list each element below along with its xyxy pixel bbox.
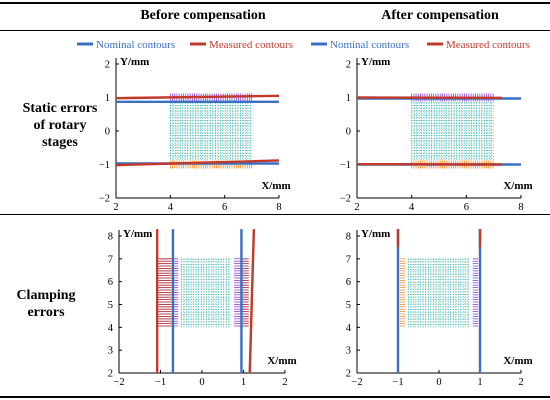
legend-entry-nominal-2: Nominal contours xyxy=(311,39,409,51)
y-tick-label: 4 xyxy=(108,323,114,334)
header-after: After compensation xyxy=(381,8,499,23)
error-vectors xyxy=(400,258,478,327)
x-tick-label: 4 xyxy=(409,202,415,213)
measurement-grid xyxy=(407,258,470,328)
row-label-static: Static errors of rotary stages xyxy=(6,100,114,151)
y-tick-label: 5 xyxy=(346,300,351,311)
legend-entry-nominal-1: Nominal contours xyxy=(77,39,175,51)
y-axis-label: Y/mm xyxy=(120,56,149,68)
measurement-grid xyxy=(180,258,232,328)
x-axis-label: X/mm xyxy=(503,180,532,192)
y-axis-label: Y/mm xyxy=(361,56,390,68)
contour-series xyxy=(155,229,256,374)
row-label-clamping-line2: errors xyxy=(27,305,65,320)
x-tick-label: 0 xyxy=(436,377,441,388)
header-rule xyxy=(0,30,550,31)
y-tick-label: 2 xyxy=(105,60,110,71)
row-label-clamping: Clamping errors xyxy=(6,287,86,321)
y-tick-label: 7 xyxy=(108,254,113,265)
y-tick-label: 0 xyxy=(105,127,110,138)
x-tick-label: 2 xyxy=(354,202,359,213)
x-tick-label: 8 xyxy=(276,202,281,213)
contour-series xyxy=(115,94,280,167)
x-tick-label: −2 xyxy=(113,377,124,388)
legend-entry-measured-2: Measured contours xyxy=(427,39,530,51)
x-tick-label: 8 xyxy=(518,202,523,213)
row-label-static-line1: Static errors xyxy=(22,101,98,116)
y-tick-label: 4 xyxy=(346,323,352,334)
top-rule xyxy=(0,2,550,4)
y-tick-label: 8 xyxy=(108,232,113,243)
x-tick-label: −1 xyxy=(392,377,403,388)
bottom-rule xyxy=(0,396,550,398)
y-tick-label: −1 xyxy=(340,160,351,171)
measurement-grid xyxy=(169,102,252,160)
x-tick-label: 1 xyxy=(477,377,482,388)
panel-before-clamping: −2 −1 0 1 2 2 3 4 5 6 7 8 X/mm Y/mm xyxy=(108,228,297,388)
y-tick-label: −1 xyxy=(99,160,110,171)
legend-label-measured-1: Measured contours xyxy=(209,39,293,51)
y-tick-label: 6 xyxy=(346,277,351,288)
y-axis-label: Y/mm xyxy=(123,228,152,240)
x-tick-label: −2 xyxy=(351,377,362,388)
y-tick-label: 0 xyxy=(346,127,351,138)
series-measured-line xyxy=(248,229,256,374)
y-tick-label: −2 xyxy=(340,194,351,205)
x-tick-label: −1 xyxy=(155,377,166,388)
y-tick-label: 6 xyxy=(108,277,113,288)
y-axis-label: Y/mm xyxy=(361,228,390,240)
legend-label-nominal-2: Nominal contours xyxy=(330,39,409,51)
row-label-clamping-line1: Clamping xyxy=(16,288,76,303)
row-label-static-line2: of rotary xyxy=(33,118,87,133)
legend-entry-measured-1: Measured contours xyxy=(190,39,293,51)
y-tick-label: 7 xyxy=(346,254,351,265)
legend: Nominal contours Measured contours Nomin… xyxy=(77,39,530,51)
x-tick-label: 6 xyxy=(222,202,227,213)
middle-rule xyxy=(0,214,550,215)
x-axis-label: X/mm xyxy=(267,355,296,367)
x-tick-label: 2 xyxy=(518,377,523,388)
series-measured-line xyxy=(115,94,280,100)
x-tick-label: 4 xyxy=(168,202,174,213)
x-axis-label: X/mm xyxy=(503,355,532,367)
error-vectors xyxy=(411,93,494,169)
x-axis-label: X/mm xyxy=(261,180,290,192)
panel-before-static: 2 4 6 8 −2 −1 0 1 2 X/mm Y/mm xyxy=(99,56,291,213)
header-before: Before compensation xyxy=(140,8,266,23)
y-tick-label: 1 xyxy=(105,93,110,104)
x-tick-label: 2 xyxy=(282,377,287,388)
y-tick-label: −2 xyxy=(99,194,110,205)
x-tick-label: 1 xyxy=(241,377,246,388)
y-tick-label: 2 xyxy=(108,369,113,380)
y-tick-label: 8 xyxy=(346,232,351,243)
contour-series xyxy=(356,96,521,166)
row-label-static-line3: stages xyxy=(42,135,78,150)
series-measured-line xyxy=(115,159,280,167)
x-tick-label: 0 xyxy=(199,377,204,388)
y-tick-label: 2 xyxy=(346,60,351,71)
y-tick-label: 5 xyxy=(108,300,113,311)
legend-label-measured-2: Measured contours xyxy=(446,39,530,51)
measurement-grid xyxy=(411,102,494,160)
contour-series xyxy=(396,229,482,373)
x-tick-label: 6 xyxy=(464,202,469,213)
y-tick-label: 3 xyxy=(346,346,351,357)
panel-after-static: 2 4 6 8 −2 −1 0 1 2 X/mm Y/mm xyxy=(340,56,533,213)
y-tick-label: 2 xyxy=(346,369,351,380)
x-tick-label: 2 xyxy=(113,202,118,213)
legend-label-nominal-1: Nominal contours xyxy=(96,39,175,51)
panel-after-clamping: −2 −1 0 1 2 2 3 4 5 6 7 8 X/mm Y/mm xyxy=(346,228,533,388)
y-tick-label: 1 xyxy=(346,93,351,104)
y-tick-label: 3 xyxy=(108,346,113,357)
